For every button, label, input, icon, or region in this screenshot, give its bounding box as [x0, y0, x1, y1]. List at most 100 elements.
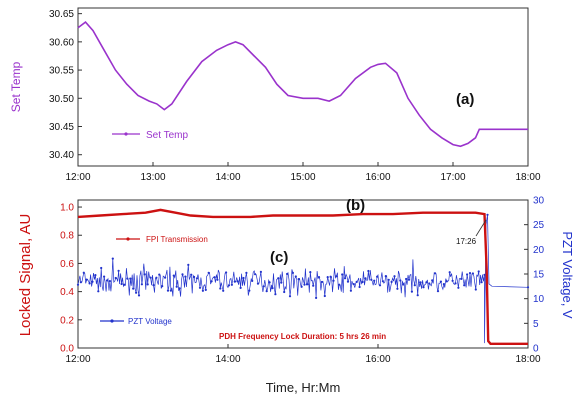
panel-a-y-tick-label: 30.45 — [49, 122, 74, 133]
pzt-point — [355, 280, 358, 283]
pzt-point — [413, 284, 416, 287]
pzt-point — [146, 283, 149, 286]
panel-a-x-tick-label: 12:00 — [65, 172, 90, 183]
pzt-point — [306, 283, 309, 286]
panel-a-set-temp-chart: 30.40 30.45 30.50 30.55 30.60 30.65 12:00 13:0… — [9, 7, 541, 183]
pzt-point — [434, 272, 437, 275]
panel-b-y2-tick-label: 10 — [533, 294, 545, 305]
pzt-point — [477, 270, 480, 273]
pzt-point — [103, 275, 106, 278]
set-temp-legend-label: Set Temp — [146, 130, 188, 141]
pzt-point — [129, 277, 132, 280]
panel-b-label: (b) — [346, 197, 365, 214]
pzt-point — [439, 280, 442, 283]
pzt-point — [320, 280, 323, 284]
pzt-point — [460, 277, 463, 280]
pzt-point — [419, 281, 422, 284]
pzt-point — [117, 269, 120, 272]
pzt-point — [286, 272, 289, 276]
pzt-point — [303, 283, 306, 286]
pzt-point — [178, 287, 181, 290]
pzt-point — [294, 275, 297, 278]
pzt-point — [137, 294, 141, 297]
panel-b-x-tick-label: 12:00 — [65, 354, 90, 365]
pzt-point — [483, 273, 486, 276]
panel-a-y-tick-label: 30.65 — [49, 9, 74, 20]
pzt-point — [82, 271, 85, 274]
pzt-point — [352, 283, 355, 286]
panel-b-y-tick-label: 0.2 — [60, 315, 74, 326]
pzt-legend-marker — [110, 319, 114, 323]
left-y-axis-label: Locked Signal, AU — [17, 214, 34, 337]
time-annotation-label: 17:26 — [456, 237, 477, 246]
panel-a-legend: Set Temp — [112, 130, 188, 141]
pzt-point — [105, 279, 109, 282]
panel-b-legend: FPI Transmission PZT Voltage — [100, 235, 208, 326]
pzt-point — [91, 280, 94, 283]
pzt-point — [155, 276, 158, 279]
panel-b-x-tick-label: 16:00 — [365, 354, 390, 365]
pzt-point — [108, 280, 111, 283]
pzt-point — [288, 295, 292, 298]
pzt-point — [251, 279, 254, 282]
pzt-point — [367, 269, 370, 273]
fpi-legend-label: FPI Transmission — [146, 235, 208, 244]
pzt-point — [216, 278, 219, 281]
pzt-point — [480, 281, 483, 284]
pzt-point — [187, 263, 190, 266]
pzt-voltage-markers — [76, 213, 530, 299]
panel-b-y-tick-label: 1.0 — [60, 203, 74, 214]
pzt-point — [381, 280, 384, 283]
pzt-point — [416, 294, 419, 297]
pzt-point — [172, 274, 175, 277]
panel-b-y-tick-label: 0.0 — [60, 344, 74, 355]
panel-a-y-axis-label: Set Temp — [9, 61, 23, 112]
pzt-legend-label: PZT Voltage — [128, 317, 172, 326]
pzt-point — [283, 290, 286, 294]
panel-b-y2-tick-label: 20 — [533, 245, 545, 256]
lock-duration-text: PDH Frequency Lock Duration: 5 hrs 26 mi… — [219, 332, 386, 341]
x-axis-label: Time, Hr:Mm — [266, 380, 341, 395]
pzt-point — [393, 275, 396, 278]
pzt-point — [442, 283, 445, 286]
pzt-point — [405, 277, 408, 281]
pzt-point — [323, 294, 326, 298]
pzt-point — [198, 286, 202, 289]
pzt-point — [332, 279, 335, 282]
panel-b-x-tick-label: 14:00 — [215, 354, 240, 365]
pzt-point — [486, 213, 489, 216]
pzt-point — [79, 281, 82, 284]
pzt-point — [88, 282, 91, 285]
pzt-point — [317, 276, 321, 279]
pzt-point — [364, 277, 367, 280]
pzt-point — [277, 277, 280, 280]
pzt-point — [85, 278, 88, 281]
panel-b-locked-signal-chart: 0.0 0.2 0.4 0.6 0.8 1.0 0 5 10 15 20 25 30 12:00 14:… — [17, 196, 573, 396]
pzt-point — [410, 290, 413, 293]
pzt-point — [132, 287, 135, 290]
pzt-point — [239, 286, 242, 289]
pzt-point — [457, 286, 460, 289]
pzt-point — [126, 277, 129, 280]
pzt-point — [300, 285, 303, 288]
panel-b-y-tick-label: 0.6 — [60, 259, 74, 270]
fpi-legend-marker — [126, 237, 130, 241]
pzt-point — [344, 277, 347, 280]
pzt-point — [370, 278, 373, 281]
pzt-point — [407, 278, 411, 281]
pzt-point — [201, 289, 204, 292]
pzt-point — [526, 286, 530, 289]
panel-a-x-tick-label: 18:00 — [515, 172, 540, 183]
pzt-point — [94, 274, 97, 277]
fpi-transmission-series-line — [77, 208, 528, 345]
panel-a-x-tick-label: 14:00 — [215, 172, 240, 183]
pzt-point — [213, 276, 216, 279]
panel-b-y-tick-label: 0.4 — [60, 287, 74, 298]
pzt-point — [222, 289, 225, 292]
pzt-point — [463, 284, 466, 287]
pzt-point — [346, 280, 350, 283]
pzt-point — [225, 271, 228, 274]
pzt-point — [120, 282, 123, 286]
pzt-point — [135, 291, 138, 294]
